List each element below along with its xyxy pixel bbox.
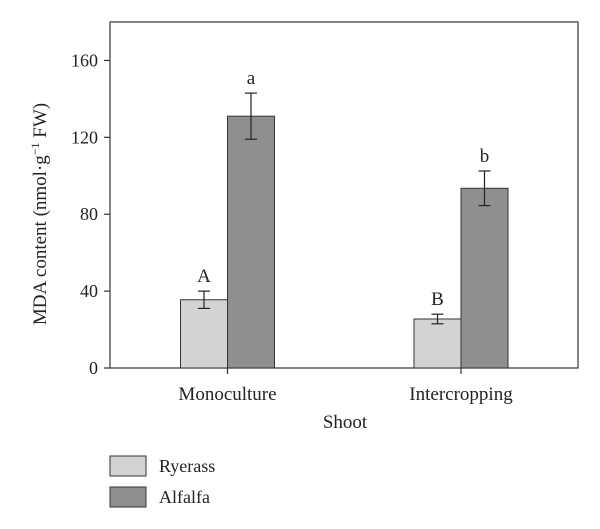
significance-letter: b (480, 146, 490, 167)
y-tick-label: 40 (80, 281, 98, 301)
y-tick-label: 120 (71, 127, 98, 147)
significance-letter: B (431, 289, 444, 310)
legend-swatch (109, 486, 147, 508)
plot-frame (109, 21, 579, 369)
y-axis-title-tail: FW) (30, 103, 51, 143)
significance-letter: A (197, 266, 211, 287)
legend-swatch (109, 455, 147, 477)
x-axis-title: Shoot (323, 412, 368, 433)
y-tick-label: 0 (89, 358, 98, 378)
y-tick-label: 80 (80, 204, 98, 224)
legend-label: Ryerass (159, 456, 215, 476)
legend-label: Alfalfa (159, 487, 210, 507)
bar (180, 299, 228, 369)
significance-letter: a (247, 68, 256, 89)
x-tick-label: Intercropping (409, 384, 513, 405)
bar (227, 115, 275, 369)
plot-area: 0 40 80 120 160 A Ba b Monoculture Intercropping (71, 21, 579, 405)
bar (460, 187, 509, 369)
y-axis-title-superscript: −1 (28, 142, 42, 155)
y-axis-title-main: MDA content (nmol·g (30, 155, 51, 325)
legend: Ryerass Alfalfa (109, 455, 215, 508)
x-tick-label: Monoculture (178, 384, 276, 405)
y-axis-title: MDA content (nmol·g−1 FW) (28, 103, 51, 325)
bar (413, 318, 462, 369)
y-tick-label: 160 (71, 50, 98, 70)
